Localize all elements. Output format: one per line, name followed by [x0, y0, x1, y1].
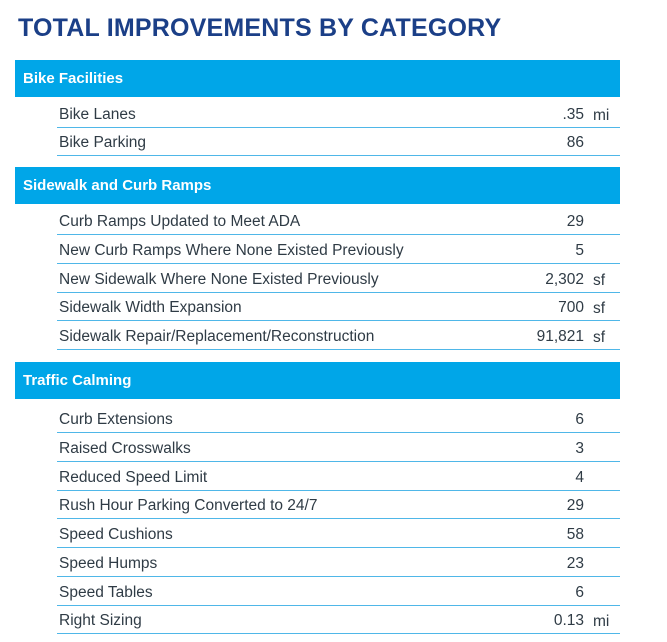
table-row: New Curb Ramps Where None Existed Previo… [57, 235, 620, 264]
row-label: Sidewalk Width Expansion [59, 299, 242, 316]
table-row: Speed Cushions 58 [57, 519, 620, 548]
row-label: Raised Crosswalks [59, 440, 191, 457]
table-row: Curb Ramps Updated to Meet ADA 29 [57, 206, 620, 235]
section-header-sidewalk-and-curb-ramps: Sidewalk and Curb Ramps [15, 167, 620, 204]
row-label: Sidewalk Repair/Replacement/Reconstructi… [59, 328, 375, 345]
row-label: Rush Hour Parking Converted to 24/7 [59, 497, 318, 514]
row-value: 6 [575, 411, 584, 428]
row-value: 58 [566, 526, 584, 543]
row-value: 23 [566, 555, 584, 572]
row-label: New Curb Ramps Where None Existed Previo… [59, 242, 404, 259]
row-value: 700 [558, 299, 584, 316]
table-row: Raised Crosswalks 3 [57, 433, 620, 462]
row-value: 0.13 [553, 612, 584, 629]
row-value: 91,821 [536, 328, 584, 345]
page-title: TOTAL IMPROVEMENTS BY CATEGORY [18, 14, 502, 42]
row-value: 86 [566, 134, 584, 151]
row-label: Speed Humps [59, 555, 158, 572]
row-unit: sf [593, 329, 606, 346]
row-label: Curb Extensions [59, 411, 173, 428]
row-value: 4 [575, 469, 584, 486]
row-value: 6 [575, 584, 584, 601]
table-row: Speed Humps 23 [57, 548, 620, 577]
row-value: 29 [566, 213, 584, 230]
table-row: Bike Parking 86 [57, 127, 620, 156]
row-value: 3 [575, 440, 584, 457]
row-label: Reduced Speed Limit [59, 469, 208, 486]
row-value: .35 [562, 106, 584, 123]
table-row: Speed Tables 6 [57, 577, 620, 606]
row-label: Speed Tables [59, 584, 153, 601]
table-row: Reduced Speed Limit 4 [57, 462, 620, 491]
row-unit: mi [593, 613, 610, 630]
row-label: New Sidewalk Where None Existed Previous… [59, 271, 379, 288]
row-label: Bike Lanes [59, 106, 136, 123]
section-header-bike-facilities: Bike Facilities [15, 60, 620, 97]
row-unit: mi [593, 107, 610, 124]
table-row: New Sidewalk Where None Existed Previous… [57, 264, 620, 293]
table-row: Sidewalk Repair/Replacement/Reconstructi… [57, 321, 620, 350]
row-unit: sf [593, 300, 606, 317]
row-label: Bike Parking [59, 134, 147, 151]
table-row: Sidewalk Width Expansion 700 sf [57, 292, 620, 321]
row-label: Speed Cushions [59, 526, 173, 543]
row-unit: sf [593, 272, 606, 289]
table-row: Rush Hour Parking Converted to 24/7 29 [57, 490, 620, 519]
row-value: 29 [566, 497, 584, 514]
row-value: 2,302 [545, 271, 584, 288]
row-label: Right Sizing [59, 612, 142, 629]
section-header-traffic-calming: Traffic Calming [15, 362, 620, 399]
row-value: 5 [575, 242, 584, 259]
table-row: Right Sizing 0.13 mi [57, 605, 620, 634]
row-label: Curb Ramps Updated to Meet ADA [59, 213, 301, 230]
table-row: Bike Lanes .35 mi [57, 99, 620, 128]
table-row: Curb Extensions 6 [57, 404, 620, 433]
